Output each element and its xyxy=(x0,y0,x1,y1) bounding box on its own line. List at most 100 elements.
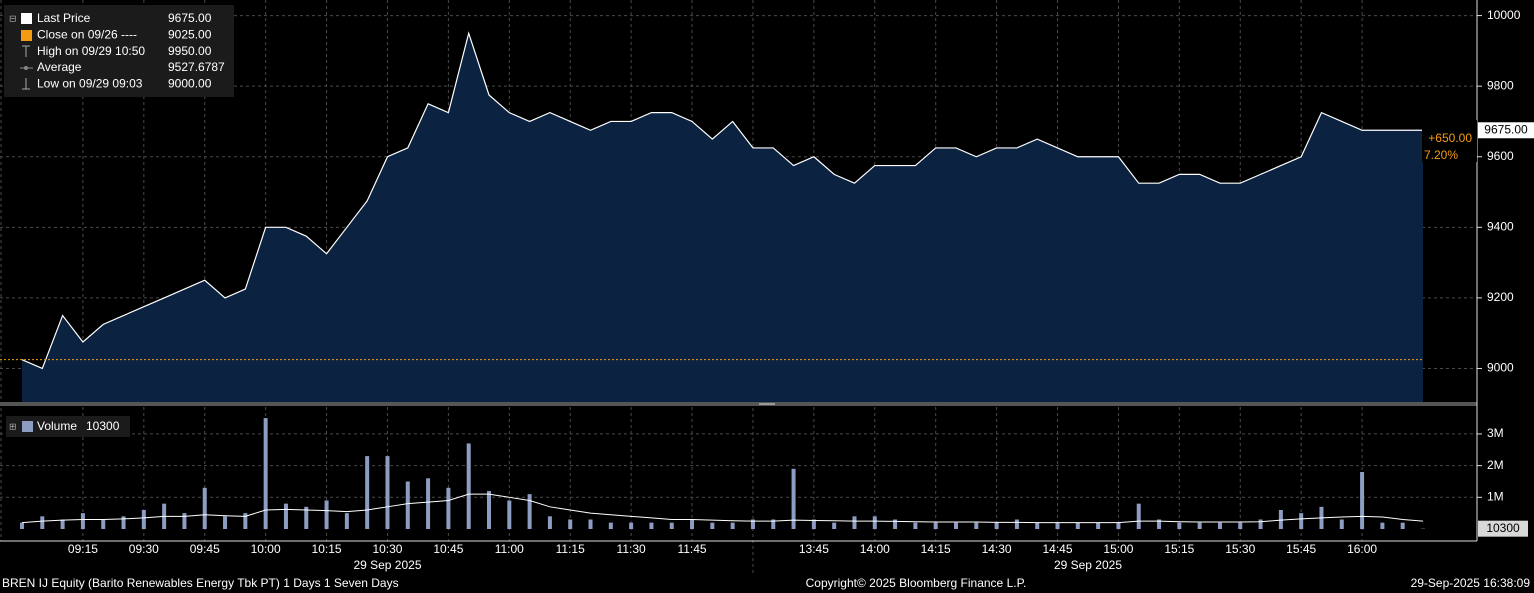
volume-bar xyxy=(40,516,45,529)
last-price-label: 9675.00 xyxy=(1484,122,1528,136)
volume-bar xyxy=(385,456,390,529)
collapse-icon[interactable]: ⊟ xyxy=(9,13,17,23)
volume-bar xyxy=(1217,522,1222,529)
legend-value: 9000.00 xyxy=(168,76,212,90)
x-tick-label: 14:00 xyxy=(860,542,890,556)
volume-bar xyxy=(304,506,309,529)
volume-bar xyxy=(141,509,146,529)
volume-bar xyxy=(1278,509,1283,529)
volume-bar xyxy=(771,519,776,529)
volume-bar xyxy=(893,519,898,529)
x-tick-label: 15:15 xyxy=(1164,542,1194,556)
volume-bar xyxy=(649,522,654,529)
volume-bar xyxy=(852,516,857,529)
volume-badge xyxy=(1478,520,1528,537)
volume-bar xyxy=(791,468,796,529)
volume-bar xyxy=(182,513,187,529)
volume-bar xyxy=(1238,522,1243,529)
volume-bar xyxy=(629,522,634,529)
last-price-badge xyxy=(1478,122,1534,139)
x-tick-label: 10:15 xyxy=(312,542,342,556)
volume-bar xyxy=(974,522,979,529)
legend-box xyxy=(4,5,234,97)
legend-label: Low on 09/29 09:03 xyxy=(37,76,143,90)
legend-label: High on 09/29 10:50 xyxy=(37,44,145,58)
volume-average xyxy=(21,493,1424,524)
x-tick-label: 16:00 xyxy=(1347,542,1377,556)
legend-label: Last Price xyxy=(37,11,91,25)
volume-bar xyxy=(710,522,715,529)
volume-bar xyxy=(1136,503,1141,529)
x-tick-label: 15:00 xyxy=(1103,542,1133,556)
y-tick-label: 9400 xyxy=(1487,219,1514,233)
volume-bar xyxy=(507,500,512,529)
volume-bar xyxy=(466,443,471,529)
volume-bar xyxy=(1197,522,1202,529)
volume-bar xyxy=(568,519,573,529)
volume-bar xyxy=(365,456,370,529)
volume-bar xyxy=(1116,522,1121,529)
change: +650.00 xyxy=(1428,131,1472,145)
legend-swatch xyxy=(21,13,32,24)
volume-bar xyxy=(1157,519,1162,529)
volume-bar xyxy=(913,522,918,529)
expand-icon[interactable]: ⊞ xyxy=(9,421,17,431)
change-pct: 7.20% xyxy=(1424,148,1458,162)
volume-bar xyxy=(487,490,491,529)
legend-value: 9675.00 xyxy=(168,11,212,25)
panel-divider[interactable] xyxy=(0,402,1477,406)
divider-handle[interactable] xyxy=(759,403,775,405)
legend: ⊟ Last Price 9675.00 Close on 09/26 ---- 90… xyxy=(4,5,234,97)
volume-bar xyxy=(547,516,552,529)
legend-value: 9025.00 xyxy=(168,27,212,41)
volume-bar xyxy=(1035,522,1040,529)
y-tick-label: 2M xyxy=(1487,458,1504,472)
volume-bar xyxy=(690,519,695,529)
volume-bar xyxy=(1075,522,1080,529)
volume-bar xyxy=(933,522,938,529)
legend-swatch xyxy=(21,30,32,41)
x-tick-label: 13:45 xyxy=(799,542,829,556)
volume-bar xyxy=(750,519,755,529)
y-tick-label: 3M xyxy=(1487,426,1504,440)
copyright: Copyright© 2025 Bloomberg Finance L.P. xyxy=(806,576,1027,590)
volume-legend-box xyxy=(6,416,130,437)
legend-label: Close on 09/26 ---- xyxy=(37,27,137,41)
legend-label: Average xyxy=(37,60,82,74)
volume-bar xyxy=(1014,519,1019,529)
volume-bar xyxy=(954,522,958,529)
volume-bar xyxy=(588,519,593,529)
legend-swatch xyxy=(22,421,33,432)
legend-icon xyxy=(24,66,28,70)
volume-bar xyxy=(1299,513,1304,529)
legend-value: 10300 xyxy=(86,419,120,433)
x-tick-label: 14:15 xyxy=(921,542,951,556)
volume-bar xyxy=(405,481,410,529)
x-tick-label: 10:00 xyxy=(251,542,281,556)
area xyxy=(22,33,1423,402)
date-label: 29 Sep 2025 xyxy=(1054,558,1122,572)
volume-bar xyxy=(223,516,228,529)
volume-bar xyxy=(730,522,735,529)
y-tick-label: 9600 xyxy=(1487,149,1514,163)
volume-bar xyxy=(811,519,816,529)
y-tick-label: 9200 xyxy=(1487,290,1514,304)
legend-value: 9527.6787 xyxy=(168,60,225,74)
volume-bar xyxy=(1339,519,1344,529)
x-tick-label: 11:45 xyxy=(677,542,706,556)
y-tick-label: 9000 xyxy=(1487,361,1514,375)
x-tick-label: 15:30 xyxy=(1225,542,1255,556)
x-tick-label: 11:30 xyxy=(617,542,646,556)
volume-bar xyxy=(20,522,24,529)
x-tick-label: 15:45 xyxy=(1286,542,1316,556)
legend-value: 9950.00 xyxy=(168,44,212,58)
x-tick-label: 09:15 xyxy=(68,542,98,556)
volume-bar xyxy=(608,522,613,529)
x-tick-label: 10:45 xyxy=(433,542,463,556)
volume-bar xyxy=(101,519,106,529)
date-label: 29 Sep 2025 xyxy=(353,558,421,572)
volume-bar xyxy=(426,478,431,529)
volume-bar xyxy=(1360,471,1365,529)
security-label: BREN IJ Equity (Barito Renewables Energy… xyxy=(2,576,399,590)
volume-bar xyxy=(202,487,207,529)
